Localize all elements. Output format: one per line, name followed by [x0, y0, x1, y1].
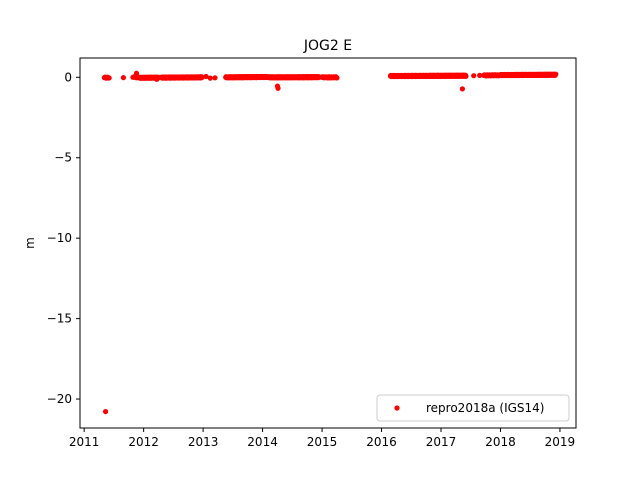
x-tick-label: 2015: [307, 435, 338, 449]
y-tick-label: 0: [64, 70, 72, 84]
y-tick-label: −10: [47, 231, 72, 245]
data-point: [463, 73, 469, 79]
x-tick-label: 2017: [426, 435, 457, 449]
data-point: [199, 74, 205, 81]
data-point: [334, 75, 340, 81]
data-point: [212, 75, 218, 81]
x-tick-label: 2013: [188, 435, 219, 449]
legend: repro2018a (IGS14): [376, 394, 570, 422]
data-point: [553, 71, 559, 77]
data-point: [207, 75, 213, 81]
data-point: [471, 73, 477, 79]
y-axis: 0 −5 −10 −15 −20: [47, 70, 80, 406]
data-points: [101, 70, 559, 415]
data-point: [120, 75, 127, 81]
x-tick-label: 2019: [545, 435, 576, 449]
data-point: [154, 76, 160, 82]
chart-title: JOG2 E: [303, 38, 352, 54]
legend-marker: [394, 405, 400, 411]
x-tick-label: 2016: [366, 435, 397, 449]
data-point: [275, 85, 281, 91]
data-point: [102, 408, 109, 415]
x-tick-label: 2018: [485, 435, 516, 449]
data-point: [459, 86, 466, 92]
data-point: [477, 72, 483, 78]
data-point: [133, 70, 140, 76]
x-axis: 2011 2012 2013 2014 2015 2016 2017 2018 2019: [69, 428, 575, 449]
plot-frame: [79, 57, 577, 429]
legend-box: [376, 394, 570, 422]
x-tick-label: 2014: [247, 435, 278, 449]
x-tick-label: 2011: [69, 435, 100, 449]
plot-background: [80, 58, 576, 428]
y-tick-label: −15: [47, 312, 72, 326]
legend-label: repro2018a (IGS14): [426, 401, 544, 415]
y-tick-label: −20: [47, 392, 72, 406]
x-tick-label: 2012: [128, 435, 159, 449]
y-tick-label: −5: [54, 151, 72, 165]
y-axis-label: m: [23, 237, 37, 249]
data-point: [203, 73, 209, 80]
data-point: [106, 75, 112, 81]
